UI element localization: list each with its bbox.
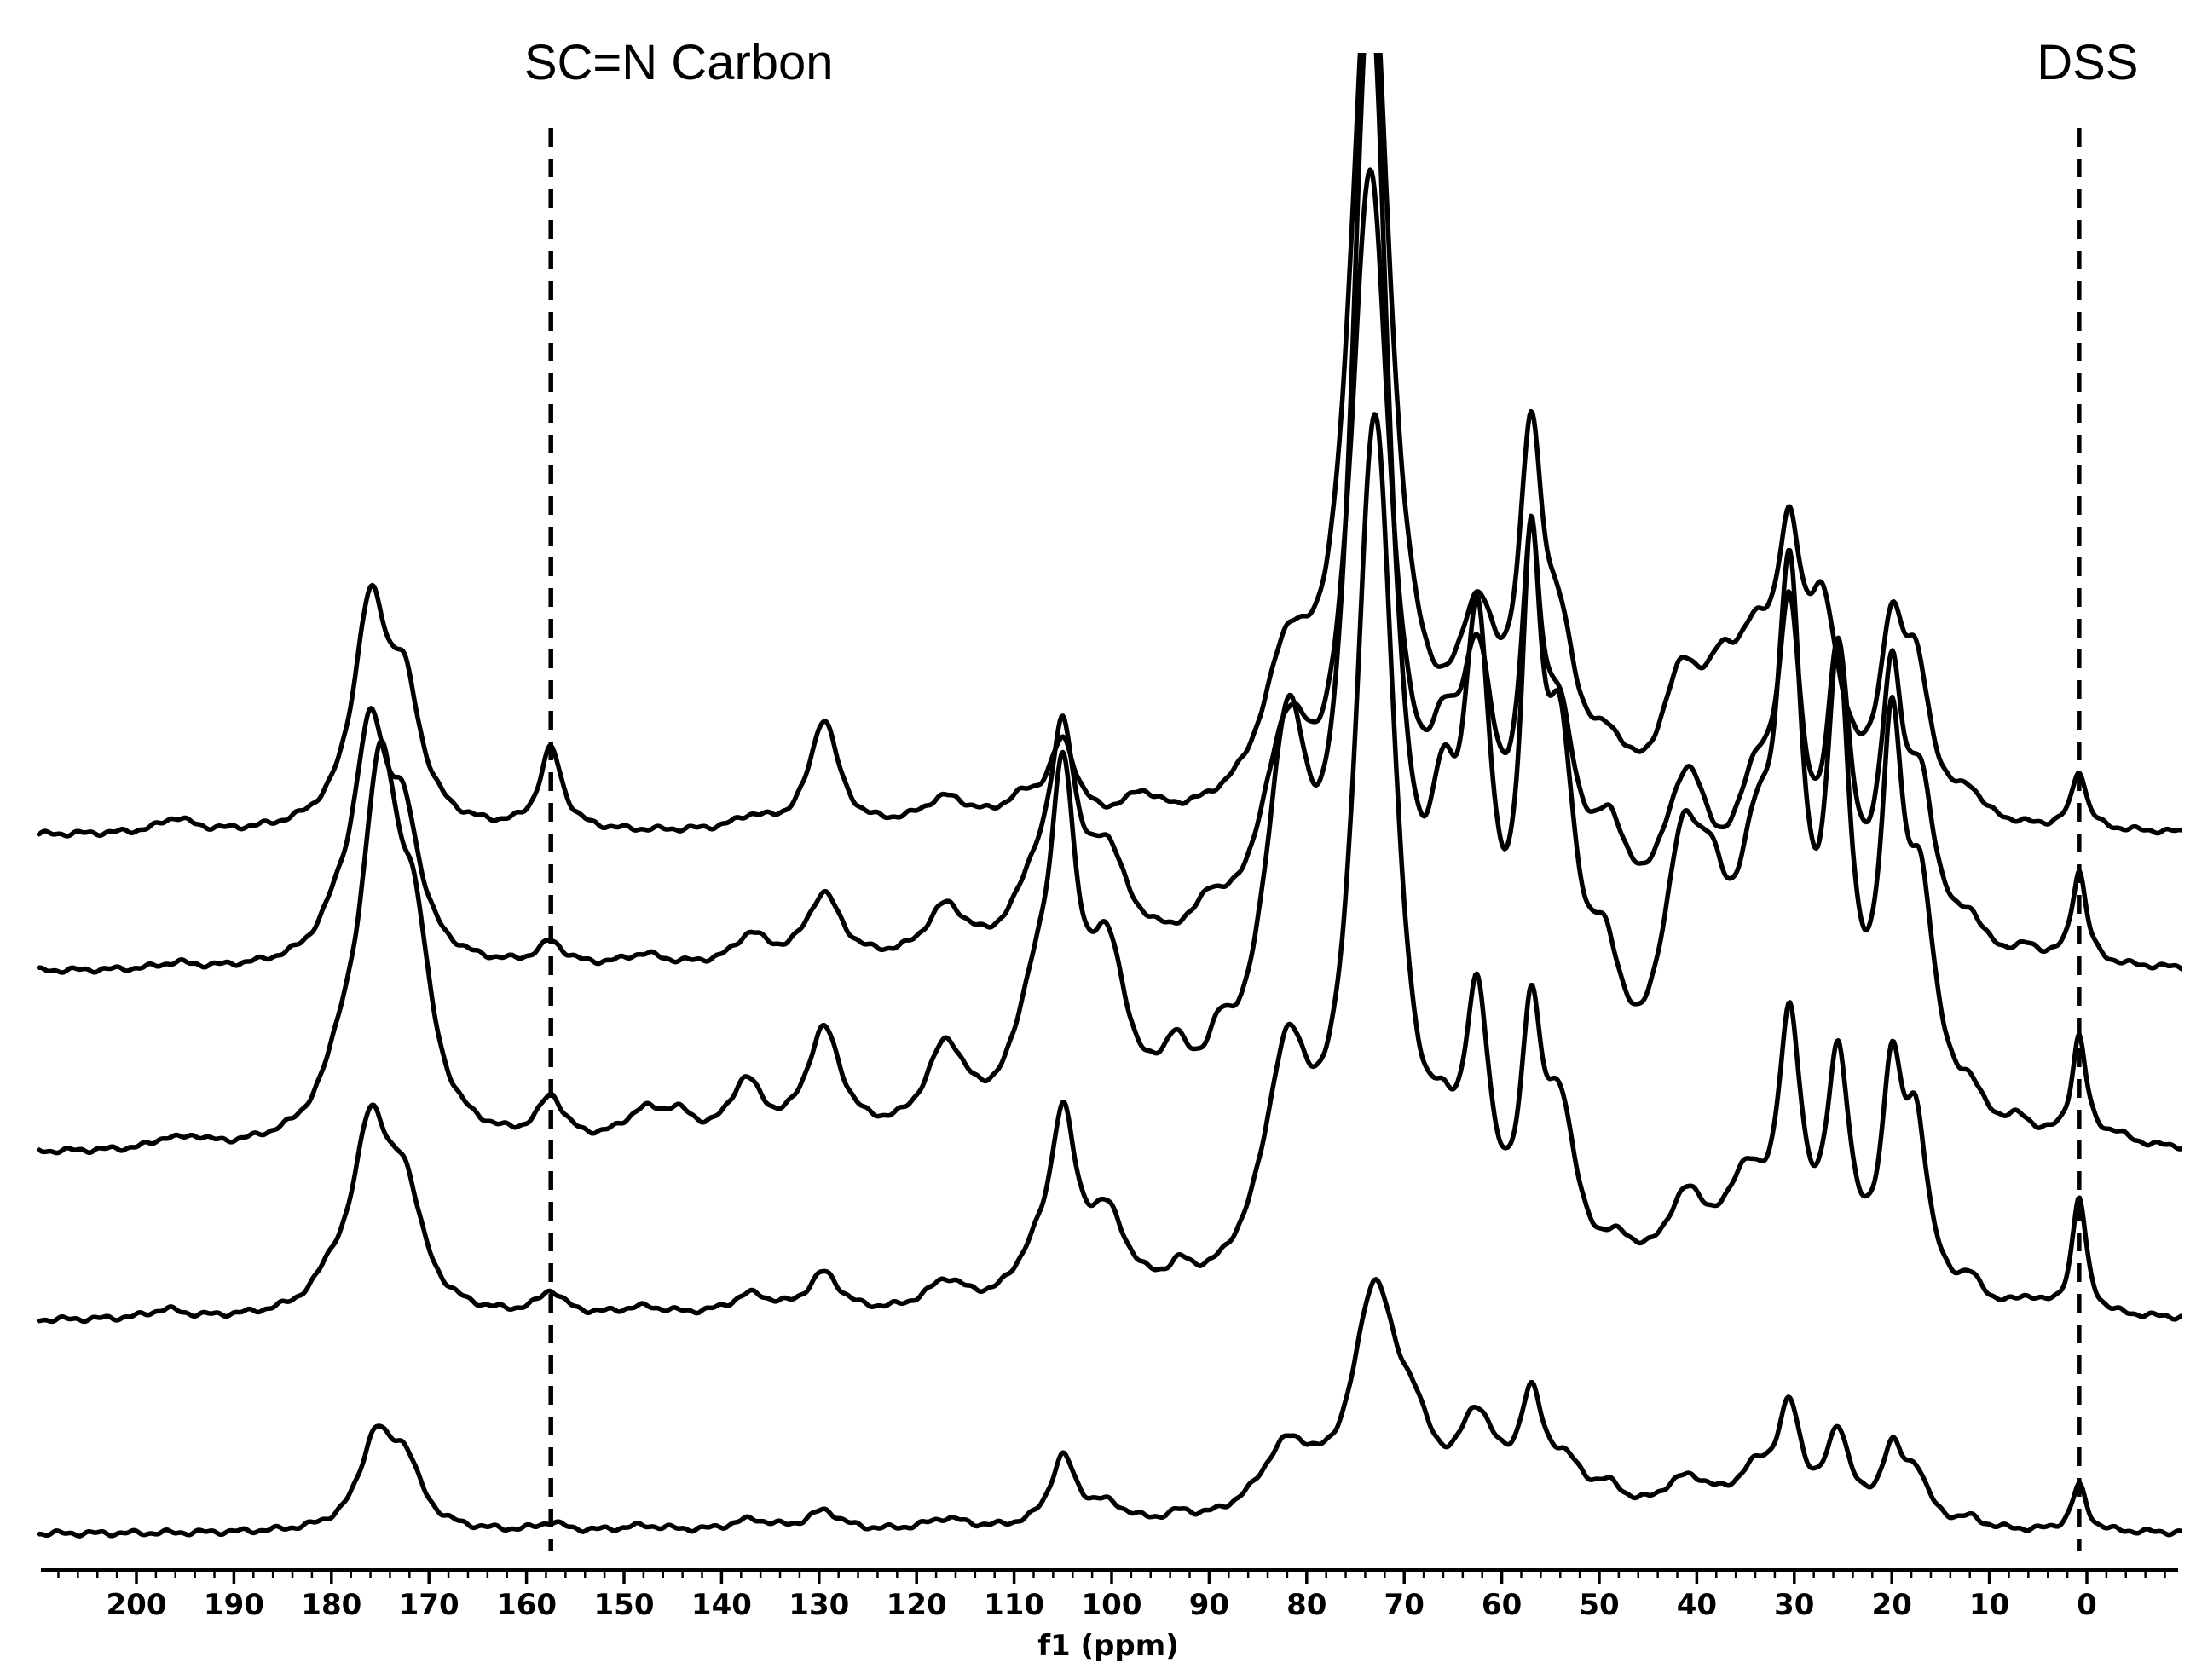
x-tick-label: 140 (691, 1588, 752, 1622)
x-tick-label: 80 (1286, 1588, 1326, 1622)
x-tick-label: 190 (204, 1588, 264, 1622)
x-tick-label: 50 (1579, 1588, 1619, 1622)
x-tick-label: 110 (984, 1588, 1044, 1622)
x-axis-ticks: 200 190 180 170 160 150 140 130 120 110 100 90 80 70 6… (57, 1570, 2166, 1622)
x-tick-label: 20 (1872, 1588, 1912, 1622)
x-tick-label: 200 (107, 1588, 167, 1622)
annotation-label-2: DSS (2037, 35, 2138, 90)
spectrum-trace-3 (36, 53, 2182, 1156)
spectrum-trace-1 (36, 1277, 2182, 1539)
x-tick-label: 10 (1969, 1588, 2009, 1622)
reference-lines (548, 128, 2082, 1551)
spectrum-trace-5 (36, 53, 2182, 839)
spectrum-trace-4 (36, 167, 2182, 975)
x-tick-label: 120 (887, 1588, 947, 1622)
annotation-label-1: SC=N Carbon (524, 35, 834, 90)
x-tick-label: 170 (399, 1588, 459, 1622)
x-axis-title: f1 (ppm) (1037, 1629, 1178, 1663)
annotations: SC=N Carbon DSS (524, 35, 2139, 90)
x-tick-label: 100 (1082, 1588, 1142, 1622)
x-tick-label: 30 (1774, 1588, 1814, 1622)
x-tick-label: 90 (1189, 1588, 1229, 1622)
spectra-layer (36, 53, 2182, 1539)
x-tick-label: 180 (301, 1588, 361, 1622)
x-tick-label: 160 (496, 1588, 557, 1622)
x-tick-label: 70 (1384, 1588, 1425, 1622)
x-tick-label: 130 (789, 1588, 849, 1622)
x-tick-label: 150 (594, 1588, 655, 1622)
spectrum-trace-2 (36, 412, 2182, 1325)
x-tick-label: 40 (1677, 1588, 1717, 1622)
x-tick-label: 60 (1482, 1588, 1522, 1622)
x-tick-label: 0 (2077, 1588, 2097, 1622)
